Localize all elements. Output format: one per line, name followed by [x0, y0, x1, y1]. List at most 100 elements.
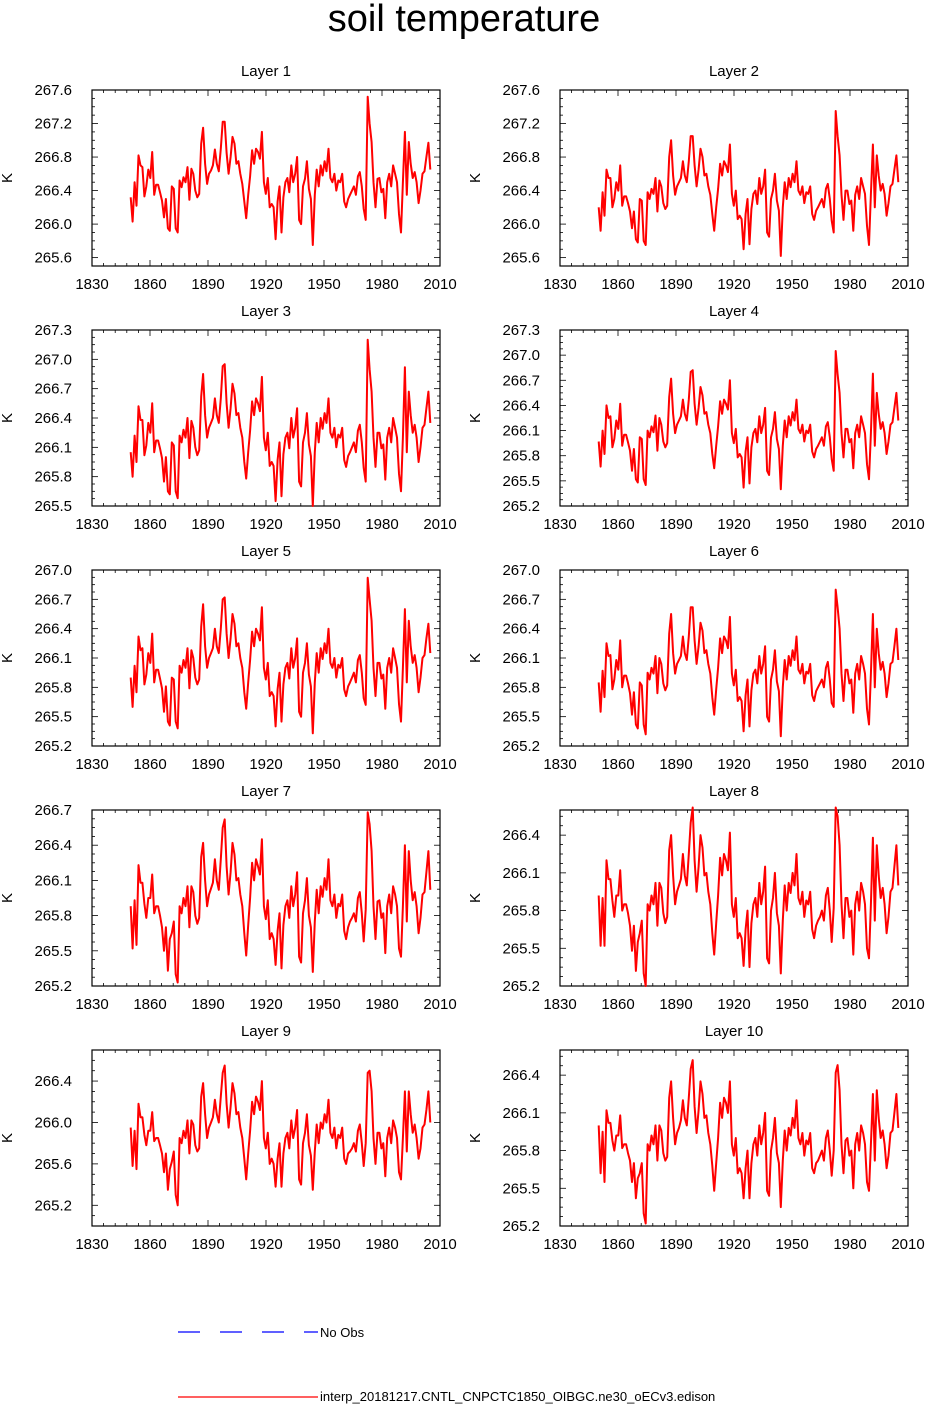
- x-tick-label: 1830: [543, 516, 576, 533]
- x-tick-label: 1980: [365, 1236, 398, 1253]
- y-tick-label: 267.6: [502, 82, 540, 99]
- series-line: [597, 110, 900, 257]
- y-tick-label: 266.4: [502, 397, 540, 414]
- x-tick-label: 1860: [601, 276, 634, 293]
- x-tick-label: 1950: [307, 1236, 340, 1253]
- y-tick-label: 265.8: [502, 1143, 540, 1160]
- legend-swatch-model: [178, 1396, 318, 1398]
- y-axis-label: K: [467, 653, 484, 663]
- y-tick-label: 266.0: [34, 1114, 72, 1131]
- y-tick-label: 267.3: [34, 322, 72, 339]
- legend-swatch-no-obs: [178, 1331, 318, 1333]
- y-tick-label: 266.8: [502, 149, 540, 166]
- y-tick-label: 265.8: [34, 908, 72, 925]
- y-tick-label: 265.5: [34, 709, 72, 726]
- x-tick-label: 1920: [249, 996, 282, 1013]
- y-axis-label: K: [0, 173, 16, 183]
- x-tick-label: 1860: [601, 516, 634, 533]
- x-tick-label: 2010: [891, 756, 924, 773]
- x-tick-label: 1830: [75, 756, 108, 773]
- plot-frame: [559, 569, 909, 747]
- y-tick-label: 265.6: [502, 250, 540, 267]
- chart-title: Layer 2: [709, 63, 759, 80]
- legend-label-model: interp_20181217.CNTL_CNPCTC1850_OIBGC.ne…: [320, 1389, 716, 1404]
- x-tick-label: 1860: [133, 996, 166, 1013]
- y-tick-label: 266.7: [34, 591, 72, 608]
- x-tick-label: 1890: [191, 516, 224, 533]
- x-tick-label: 1860: [133, 756, 166, 773]
- y-tick-label: 266.1: [34, 872, 72, 889]
- series-line: [129, 338, 432, 507]
- y-tick-label: 265.2: [502, 978, 540, 995]
- y-axis-label: K: [0, 893, 16, 903]
- y-tick-label: 266.0: [34, 216, 72, 233]
- y-tick-label: 266.4: [34, 183, 72, 200]
- chart-title: Layer 3: [241, 303, 291, 320]
- y-axis-label: K: [467, 173, 484, 183]
- x-tick-label: 1890: [659, 996, 692, 1013]
- x-tick-label: 1830: [543, 756, 576, 773]
- y-tick-label: 267.0: [34, 351, 72, 368]
- x-tick-label: 2010: [891, 276, 924, 293]
- x-tick-label: 1920: [717, 276, 750, 293]
- y-tick-label: 266.4: [34, 621, 72, 638]
- chart-title: Layer 7: [241, 783, 291, 800]
- y-tick-label: 265.2: [502, 498, 540, 515]
- y-axis-label: K: [0, 653, 16, 663]
- y-tick-label: 267.6: [34, 82, 72, 99]
- y-tick-label: 265.8: [34, 469, 72, 486]
- y-tick-label: 266.4: [502, 183, 540, 200]
- y-tick-label: 265.5: [502, 940, 540, 957]
- x-tick-label: 1830: [75, 996, 108, 1013]
- chart-layer-1: 1830 1860 1890 1920 1950 1980 2010 265.6 266.0 26…: [0, 63, 457, 293]
- y-tick-label: 266.8: [34, 149, 72, 166]
- x-tick-label: 1980: [365, 996, 398, 1013]
- x-tick-label: 2010: [891, 1236, 924, 1253]
- x-tick-label: 2010: [423, 756, 456, 773]
- y-tick-label: 265.2: [34, 738, 72, 755]
- y-tick-label: 266.7: [502, 591, 540, 608]
- x-tick-label: 1980: [833, 276, 866, 293]
- legend-label-no-obs: No Obs: [320, 1325, 365, 1340]
- plot-frame: [559, 329, 909, 507]
- y-axis-label: K: [0, 1133, 16, 1143]
- chart-title: Layer 4: [709, 303, 759, 320]
- y-tick-label: 266.1: [34, 439, 72, 456]
- x-tick-label: 1920: [717, 1236, 750, 1253]
- y-tick-label: 266.1: [502, 1105, 540, 1122]
- x-tick-label: 2010: [423, 276, 456, 293]
- y-tick-label: 266.7: [34, 802, 72, 819]
- x-tick-label: 1980: [365, 276, 398, 293]
- x-tick-label: 1890: [659, 276, 692, 293]
- x-tick-label: 1950: [307, 996, 340, 1013]
- y-tick-label: 266.4: [34, 837, 72, 854]
- x-tick-label: 1980: [833, 996, 866, 1013]
- y-tick-label: 266.4: [34, 1073, 72, 1090]
- x-tick-label: 1950: [775, 516, 808, 533]
- chart-title: Layer 10: [705, 1023, 763, 1040]
- y-tick-label: 265.8: [502, 448, 540, 465]
- y-tick-label: 265.5: [502, 1180, 540, 1197]
- y-tick-label: 265.8: [502, 903, 540, 920]
- y-tick-label: 266.7: [502, 372, 540, 389]
- x-tick-label: 1890: [659, 756, 692, 773]
- x-tick-label: 1830: [543, 276, 576, 293]
- y-tick-label: 265.8: [502, 679, 540, 696]
- series-line: [129, 95, 432, 246]
- x-tick-label: 1920: [717, 996, 750, 1013]
- x-tick-label: 1860: [133, 276, 166, 293]
- x-tick-label: 1980: [365, 756, 398, 773]
- x-tick-label: 1950: [307, 756, 340, 773]
- y-tick-label: 265.6: [34, 1156, 72, 1173]
- y-tick-label: 265.5: [502, 709, 540, 726]
- y-axis-label: K: [467, 1133, 484, 1143]
- x-tick-label: 2010: [423, 996, 456, 1013]
- y-tick-label: 267.0: [502, 347, 540, 364]
- x-tick-label: 1860: [601, 756, 634, 773]
- chart-layer-8: 1830 1860 1890 1920 1950 1980 2010 265.2 265.5 26…: [467, 783, 925, 1013]
- y-tick-label: 266.1: [502, 650, 540, 667]
- y-tick-label: 265.5: [34, 943, 72, 960]
- plot-frame: [91, 329, 441, 507]
- x-tick-label: 1890: [659, 516, 692, 533]
